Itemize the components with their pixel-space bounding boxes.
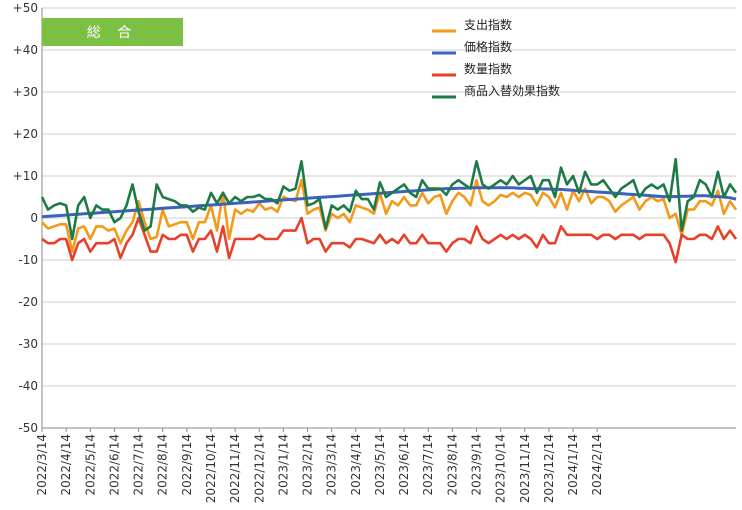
grid-lines xyxy=(42,7,736,429)
y-tick-label: -40 xyxy=(18,379,38,393)
x-tick-label: 2022/5/14 xyxy=(83,434,97,496)
chart-title-badge: 総 合 xyxy=(42,18,183,46)
legend-label-expenditure: 支出指数 xyxy=(464,17,512,32)
x-tick-label: 2022/9/14 xyxy=(180,434,194,496)
x-tick-label: 2023/6/14 xyxy=(397,434,411,496)
axes xyxy=(41,8,736,432)
y-tick-label: 0 xyxy=(30,211,38,225)
y-axis-tick-labels: +50 +40 +30 +20 +10 0 -10 -20 -30 -40 -50 xyxy=(13,1,38,435)
chart-title: 総 合 xyxy=(87,25,137,41)
y-tick-label: +50 xyxy=(13,1,38,15)
series-line-price xyxy=(41,186,737,219)
x-tick-label: 2023/7/14 xyxy=(421,434,435,496)
x-tick-label: 2023/12/14 xyxy=(542,434,556,503)
y-tick-label: +30 xyxy=(13,85,38,99)
y-tick-label: +40 xyxy=(13,43,38,57)
x-tick-label: 2023/1/14 xyxy=(276,434,290,496)
x-tick-label: 2022/11/14 xyxy=(228,434,242,503)
y-tick-label: +10 xyxy=(13,169,38,183)
legend-label-quantity: 数量指数 xyxy=(464,61,512,76)
series-lines xyxy=(40,157,738,264)
x-axis-tick-labels: 2022/3/14 2022/4/14 2022/5/14 2022/6/14 2022… xyxy=(35,434,604,503)
x-tick-label: 2022/7/14 xyxy=(132,434,146,496)
x-tick-label: 2022/3/14 xyxy=(35,434,49,496)
series-line-substitution xyxy=(40,157,738,241)
x-tick-label: 2023/2/14 xyxy=(301,434,315,496)
y-tick-label: -50 xyxy=(18,421,38,435)
x-tick-label: 2023/4/14 xyxy=(349,434,363,496)
x-tick-label: 2024/1/14 xyxy=(566,434,580,496)
x-tick-label: 2022/4/14 xyxy=(59,434,73,496)
y-tick-label: +20 xyxy=(13,127,38,141)
title-badge-background xyxy=(42,18,183,46)
y-tick-label: -10 xyxy=(18,253,38,267)
legend-label-substitution: 商品入替効果指数 xyxy=(464,83,560,98)
x-tick-label: 2022/12/14 xyxy=(252,434,266,503)
x-tick-label: 2023/5/14 xyxy=(373,434,387,496)
x-tick-label: 2022/8/14 xyxy=(156,434,170,496)
series-line-quantity xyxy=(41,216,738,264)
x-tick-label: 2023/11/14 xyxy=(518,434,532,503)
x-tick-label: 2024/2/14 xyxy=(590,434,604,496)
legend-label-price: 価格指数 xyxy=(464,39,512,54)
x-tick-label: 2023/3/14 xyxy=(325,434,339,496)
x-tick-label: 2022/6/14 xyxy=(107,434,121,496)
series-line-expenditure xyxy=(41,178,738,253)
x-tick-label: 2022/10/14 xyxy=(204,434,218,503)
y-tick-label: -30 xyxy=(18,337,38,351)
x-tick-label: 2023/8/14 xyxy=(445,434,459,496)
y-tick-label: -20 xyxy=(18,295,38,309)
x-tick-label: 2023/9/14 xyxy=(470,434,484,496)
x-tick-label: 2023/10/14 xyxy=(494,434,508,503)
